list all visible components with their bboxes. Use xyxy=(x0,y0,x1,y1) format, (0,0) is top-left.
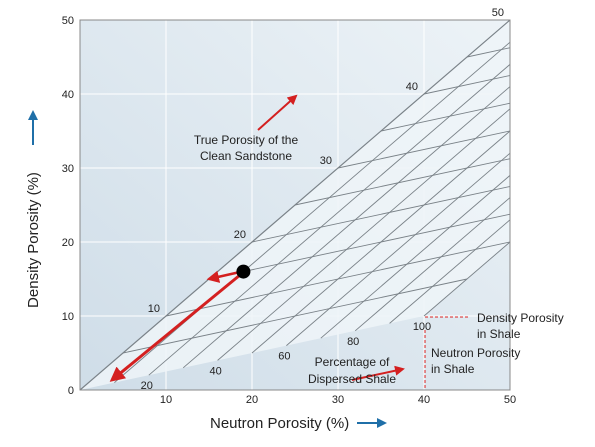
porosity-label-20: 20 xyxy=(234,229,246,241)
x-axis-title: Neutron Porosity (%) xyxy=(210,415,349,432)
shale-line-60 xyxy=(286,152,511,346)
porosity-value-labels: 10 20 30 40 50 xyxy=(148,7,504,315)
annotation-density-shale-line2: in Shale xyxy=(477,327,521,341)
shale-line-30 xyxy=(182,86,511,369)
x-tick-label-3: 40 xyxy=(418,394,430,406)
y-tick-label-2: 20 xyxy=(62,237,74,249)
true-porosity-lines xyxy=(79,19,511,391)
porosity-label-40: 40 xyxy=(406,81,418,93)
arrow-dispersed-shale xyxy=(351,365,405,381)
porosity-line-45 xyxy=(466,47,511,58)
shale-label-60: 60 xyxy=(278,351,290,363)
porosity-line-40 xyxy=(423,75,511,95)
data-point xyxy=(236,264,251,279)
y-tick-label-0: 0 xyxy=(68,385,74,397)
porosity-label-30: 30 xyxy=(320,155,332,167)
arrow-true-porosity xyxy=(257,94,298,131)
arrow-shale-correction-small xyxy=(206,270,241,283)
x-tick-label-1: 20 xyxy=(246,394,258,406)
porosity-line-20 xyxy=(251,186,511,243)
shale-label-100: 100 xyxy=(413,321,431,333)
shale-percent-labels: 20 40 60 80 100 xyxy=(141,321,432,392)
arrow-shale-correction-large xyxy=(109,273,241,382)
shale-line-70 xyxy=(320,175,511,339)
x-tick-labels: 10 20 30 40 50 xyxy=(160,394,516,406)
porosity-line-10 xyxy=(165,241,511,317)
shale-label-80: 80 xyxy=(347,336,359,348)
y-tick-labels: 0 10 20 30 40 50 xyxy=(62,15,74,397)
porosity-line-25 xyxy=(294,158,511,206)
plot-border xyxy=(79,19,511,391)
x-tick-label-2: 30 xyxy=(332,394,344,406)
annotation-density-shale-line1: Density Porosity xyxy=(477,311,564,325)
porosity-line-15 xyxy=(208,213,511,280)
annotation-true-porosity-line2: Clean Sandstone xyxy=(200,149,292,163)
porosity-line-35 xyxy=(380,102,511,132)
annotation-neutron-shale-line1: Neutron Porosity xyxy=(431,346,520,360)
y-tick-label-3: 30 xyxy=(62,163,74,175)
clean-sand-line xyxy=(79,19,511,391)
shale-line-90 xyxy=(389,219,511,324)
annotation-neutron-shale-line2: in Shale xyxy=(431,362,475,376)
shale-label-40: 40 xyxy=(209,365,221,377)
x-tick-label-4: 50 xyxy=(504,394,516,406)
x-tick-label-0: 10 xyxy=(160,394,172,406)
annotation-true-porosity-line1: True Porosity of the xyxy=(194,133,299,147)
shale-label-20: 20 xyxy=(141,380,153,392)
y-tick-label-1: 10 xyxy=(62,311,74,323)
porosity-label-50: 50 xyxy=(492,7,504,19)
annotation-dispersed-shale-line1: Percentage of xyxy=(315,355,390,369)
y-tick-label-5: 50 xyxy=(62,15,74,27)
y-tick-label-4: 40 xyxy=(62,89,74,101)
annotation-dispersed-shale-line2: Dispersed Shale xyxy=(308,372,396,386)
porosity-label-10: 10 xyxy=(148,303,160,315)
porosity-line-30 xyxy=(337,130,511,169)
porosity-line-5 xyxy=(122,278,468,354)
shale-line-40 xyxy=(217,108,511,361)
y-axis-title: Density Porosity (%) xyxy=(25,172,42,308)
